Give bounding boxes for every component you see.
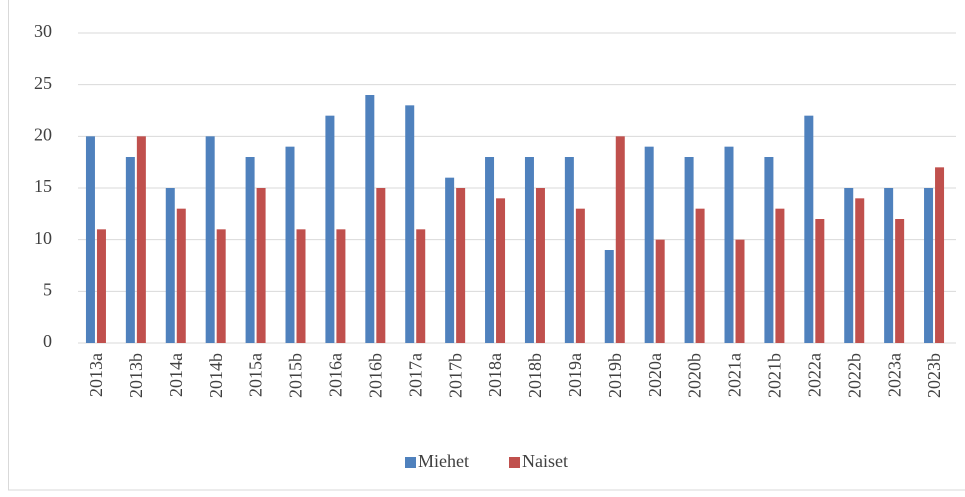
bar	[524, 157, 534, 343]
bar	[416, 229, 426, 343]
bar	[176, 208, 186, 343]
bar	[884, 188, 894, 343]
bar	[844, 188, 854, 343]
bar	[485, 157, 495, 343]
y-tick-label: 25	[34, 73, 52, 93]
bar	[496, 198, 506, 343]
x-tick-label: 2020b	[685, 353, 705, 398]
bar	[365, 95, 375, 343]
bar	[684, 157, 694, 343]
bar	[205, 136, 215, 343]
bar	[575, 208, 585, 343]
x-tick-label: 2020a	[645, 353, 665, 397]
bar	[136, 136, 146, 343]
y-tick-label: 5	[43, 279, 52, 299]
y-tick-label: 0	[43, 331, 52, 351]
bar	[775, 208, 785, 343]
bar	[296, 229, 306, 343]
x-tick-label: 2014a	[166, 353, 186, 397]
x-tick-label: 2019b	[605, 353, 625, 398]
y-tick-label: 10	[34, 228, 52, 248]
y-tick-label: 15	[34, 176, 52, 196]
x-tick-label: 2021b	[765, 353, 785, 398]
x-tick-label: 2013b	[126, 353, 146, 398]
bar	[604, 250, 614, 343]
bar	[125, 157, 135, 343]
x-tick-label: 2016a	[326, 353, 346, 397]
x-tick-label: 2017b	[445, 353, 465, 398]
legend-swatch	[509, 457, 520, 468]
x-tick-label: 2018a	[485, 353, 505, 397]
bar	[935, 167, 945, 343]
bar	[376, 188, 386, 343]
bar	[165, 188, 175, 343]
bar	[85, 136, 95, 343]
x-tick-label: 2022a	[804, 353, 824, 397]
bar	[245, 157, 255, 343]
x-tick-label: 2014b	[206, 353, 226, 398]
x-tick-label: 2022b	[844, 353, 864, 398]
bar	[924, 188, 934, 343]
bar	[764, 157, 774, 343]
bar	[735, 239, 745, 343]
y-tick-label: 30	[34, 21, 52, 41]
bar	[285, 146, 295, 343]
bar	[615, 136, 625, 343]
chart-frame	[8, 0, 965, 491]
bar	[815, 219, 825, 343]
x-tick-label: 2015b	[286, 353, 306, 398]
bar	[456, 188, 466, 343]
bar	[96, 229, 106, 343]
bar	[445, 177, 455, 343]
x-tick-label: 2016b	[365, 353, 385, 398]
bar	[855, 198, 865, 343]
legend-label: Naiset	[522, 451, 568, 471]
legend-swatch	[405, 457, 416, 468]
bar	[405, 105, 415, 343]
x-tick-label: 2015a	[246, 353, 266, 397]
bar	[895, 219, 905, 343]
bar	[644, 146, 654, 343]
bar	[336, 229, 346, 343]
x-tick-label: 2021a	[725, 353, 745, 397]
bar	[724, 146, 734, 343]
bar	[655, 239, 665, 343]
legend-label: Miehet	[418, 451, 469, 471]
x-tick-label: 2019a	[565, 353, 585, 397]
bar	[256, 188, 266, 343]
x-tick-label: 2017a	[405, 353, 425, 397]
y-tick-label: 20	[34, 124, 52, 144]
bar	[695, 208, 705, 343]
x-tick-label: 2018b	[525, 353, 545, 398]
bar	[564, 157, 574, 343]
x-tick-label: 2023a	[884, 353, 904, 397]
bar	[804, 115, 814, 344]
x-tick-label: 2013a	[86, 353, 106, 397]
bar	[535, 188, 545, 343]
x-tick-label: 2023b	[924, 353, 944, 398]
bar	[325, 115, 335, 344]
bar	[216, 229, 226, 343]
